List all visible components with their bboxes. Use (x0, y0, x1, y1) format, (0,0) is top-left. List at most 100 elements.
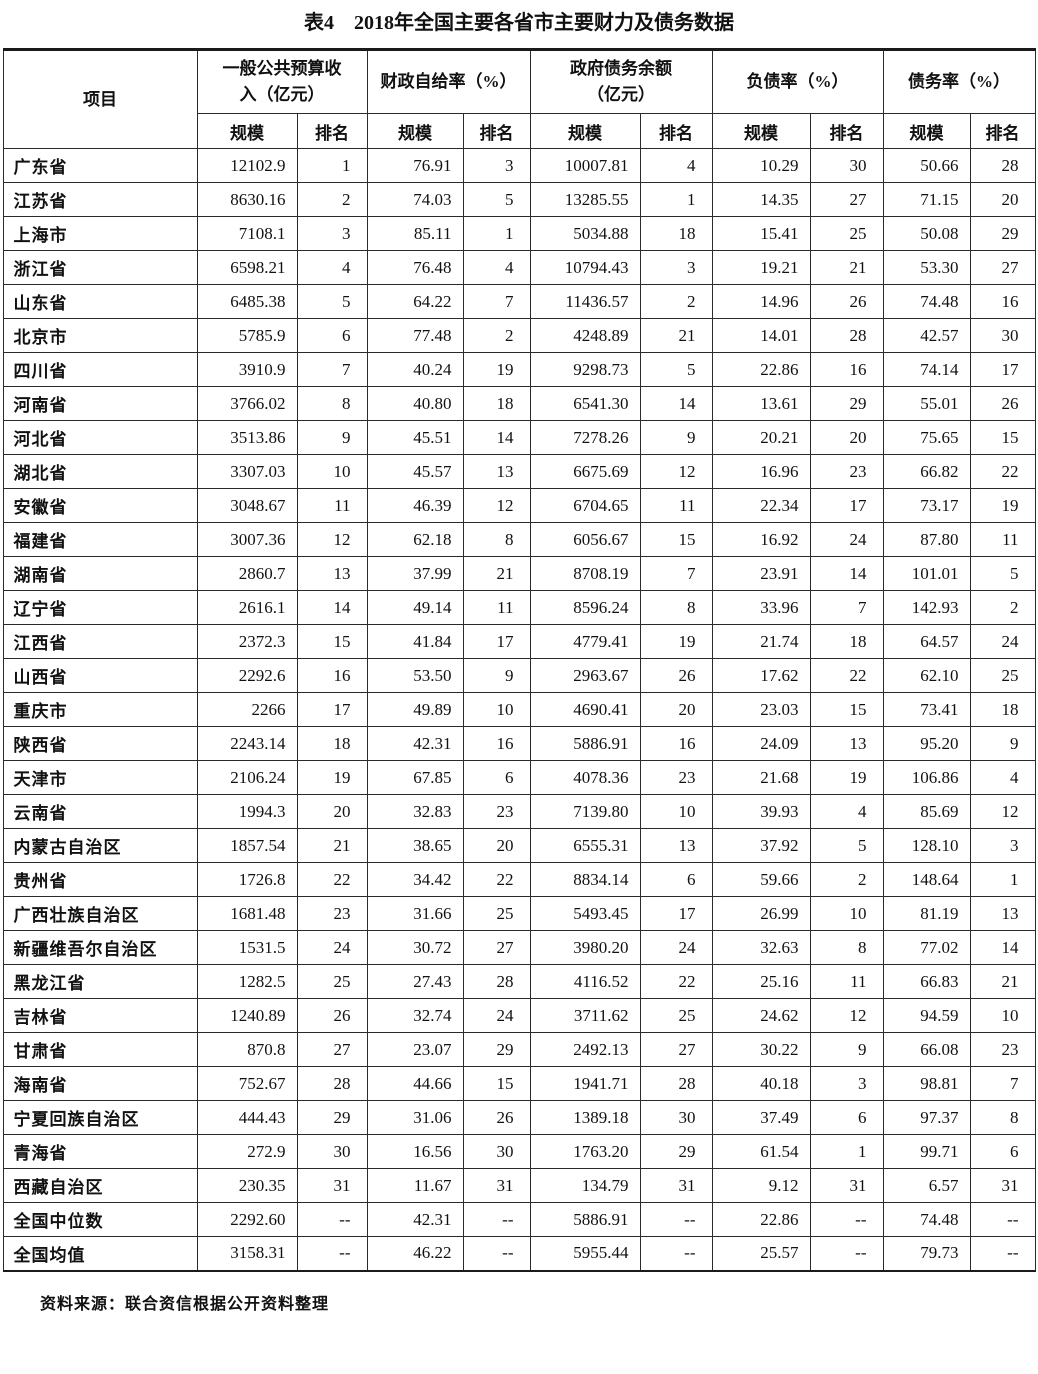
table-row: 重庆市 2266 17 49.89 10 4690.41 20 23.03 15 73.41 18 (2, 692, 1036, 727)
value-cell: 4078.36 (529, 760, 641, 795)
province-cell: 湖北省 (2, 454, 198, 489)
value-cell: 2266 (196, 692, 298, 727)
rank-cell: 23 (462, 794, 531, 829)
rank-cell: 25 (462, 896, 531, 931)
value-cell: 40.18 (711, 1066, 811, 1101)
rank-cell: 13 (462, 454, 531, 489)
rank-cell: 19 (296, 760, 368, 795)
rank-cell: 30 (296, 1134, 368, 1169)
rank-cell: 18 (296, 726, 368, 761)
value-cell: 30.22 (711, 1032, 811, 1067)
province-cell: 福建省 (2, 522, 198, 557)
rank-cell: 9 (969, 726, 1036, 761)
rank-cell: 15 (296, 624, 368, 659)
value-cell: 128.10 (882, 828, 971, 863)
rank-cell: 6 (969, 1134, 1036, 1169)
province-cell: 云南省 (2, 794, 198, 829)
value-cell: 61.54 (711, 1134, 811, 1169)
province-cell: 北京市 (2, 318, 198, 353)
table-row: 云南省 1994.3 20 32.83 23 7139.80 10 39.93 4 85.69 12 (2, 794, 1036, 829)
rank-cell: 8 (969, 1100, 1036, 1135)
value-cell: 24.09 (711, 726, 811, 761)
table-header: 项目 一般公共预算收 入（亿元） 财政自给率（%） 政府债务余额 （亿元） 负债… (2, 49, 1036, 149)
rank-cell: 26 (462, 1100, 531, 1135)
value-cell: 37.92 (711, 828, 811, 863)
value-cell: 85.11 (366, 216, 464, 251)
rank-cell: -- (296, 1236, 368, 1271)
rank-cell: 14 (462, 420, 531, 455)
value-cell: 3307.03 (196, 454, 298, 489)
value-cell: 62.10 (882, 658, 971, 693)
value-cell: 77.02 (882, 930, 971, 965)
value-cell: 31.06 (366, 1100, 464, 1135)
rank-cell: 29 (969, 216, 1036, 251)
rank-cell: 21 (639, 318, 713, 353)
rank-cell: 7 (462, 284, 531, 319)
value-cell: 2616.1 (196, 590, 298, 625)
rank-cell: 5 (969, 556, 1036, 591)
subheader-scale: 规模 (366, 113, 464, 149)
rank-cell: 7 (809, 590, 884, 625)
table-row: 内蒙古自治区 1857.54 21 38.65 20 6555.31 13 37.92 5 128… (2, 828, 1036, 863)
value-cell: 8596.24 (529, 590, 641, 625)
value-cell: 46.22 (366, 1236, 464, 1271)
rank-cell: 31 (296, 1168, 368, 1203)
rank-cell: -- (969, 1236, 1036, 1271)
rank-cell: 30 (639, 1100, 713, 1135)
table-row: 山西省 2292.6 16 53.50 9 2963.67 26 17.62 22 62.10 25 (2, 658, 1036, 693)
rank-cell: -- (462, 1202, 531, 1237)
value-cell: 53.50 (366, 658, 464, 693)
value-cell: 62.18 (366, 522, 464, 557)
value-cell: 19.21 (711, 250, 811, 285)
rank-cell: 10 (809, 896, 884, 931)
rank-cell: 18 (639, 216, 713, 251)
rank-cell: 6 (639, 862, 713, 897)
subheader-scale: 规模 (882, 113, 971, 149)
province-cell: 湖南省 (2, 556, 198, 591)
value-cell: 1941.71 (529, 1066, 641, 1101)
rank-cell: 9 (809, 1032, 884, 1067)
header-group-row: 项目 一般公共预算收 入（亿元） 财政自给率（%） 政府债务余额 （亿元） 负债… (2, 49, 1036, 149)
value-cell: 21.74 (711, 624, 811, 659)
rank-cell: 11 (809, 964, 884, 999)
province-cell: 内蒙古自治区 (2, 828, 198, 863)
value-cell: 23.07 (366, 1032, 464, 1067)
value-cell: 30.72 (366, 930, 464, 965)
province-cell: 浙江省 (2, 250, 198, 285)
value-cell: 34.42 (366, 862, 464, 897)
rank-cell: 3 (462, 148, 531, 183)
province-cell: 宁夏回族自治区 (2, 1100, 198, 1135)
province-cell: 西藏自治区 (2, 1168, 198, 1203)
value-cell: 17.62 (711, 658, 811, 693)
province-cell: 新疆维吾尔自治区 (2, 930, 198, 965)
value-cell: 73.41 (882, 692, 971, 727)
rank-cell: 2 (809, 862, 884, 897)
table-row: 安徽省 3048.67 11 46.39 12 6704.65 11 22.34 17 73.17… (2, 488, 1036, 523)
rank-cell: 3 (809, 1066, 884, 1101)
value-cell: 1763.20 (529, 1134, 641, 1169)
rank-cell: 14 (639, 386, 713, 421)
table-row: 海南省 752.67 28 44.66 15 1941.71 28 40.18 3 98.81 7 (2, 1066, 1036, 1101)
table-row: 广东省 12102.9 1 76.91 3 10007.81 4 10.29 30 50.66 28 (2, 148, 1036, 183)
rank-cell: 15 (809, 692, 884, 727)
table-title: 表4 2018年全国主要各省市主要财力及债务数据 (304, 12, 734, 34)
value-cell: 2963.67 (529, 658, 641, 693)
province-cell: 河南省 (2, 386, 198, 421)
value-cell: 16.96 (711, 454, 811, 489)
rank-cell: 31 (462, 1168, 531, 1203)
rank-cell: 12 (809, 998, 884, 1033)
rank-cell: 1 (809, 1134, 884, 1169)
rank-cell: 1 (462, 216, 531, 251)
value-cell: 5886.91 (529, 726, 641, 761)
value-cell: 13285.55 (529, 182, 641, 217)
value-cell: 5493.45 (529, 896, 641, 931)
value-cell: 4779.41 (529, 624, 641, 659)
rank-cell: 5 (809, 828, 884, 863)
rank-cell: 1 (969, 862, 1036, 897)
rank-cell: 5 (296, 284, 368, 319)
table-row: 辽宁省 2616.1 14 49.14 11 8596.24 8 33.96 7 142.93 2 (2, 590, 1036, 625)
rank-cell: 17 (969, 352, 1036, 387)
province-cell: 江西省 (2, 624, 198, 659)
rank-cell: 19 (639, 624, 713, 659)
value-cell: 1726.8 (196, 862, 298, 897)
